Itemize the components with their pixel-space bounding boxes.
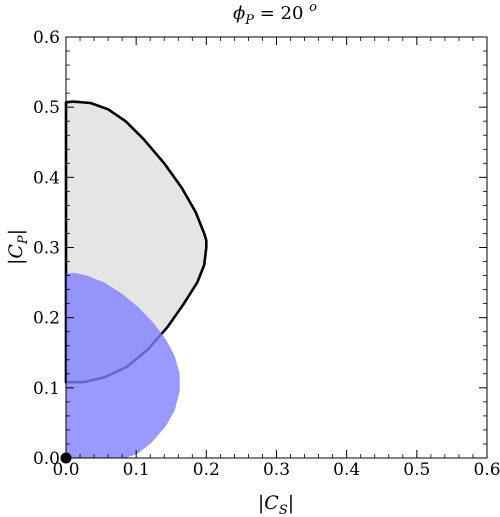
x-tick-label: 0.6 [473,460,500,480]
y-axis-sub: P [16,235,31,245]
y-axis-bar-right: | [5,229,27,235]
y-tick-label: 0.6 [33,28,60,48]
x-tick-label: 0.0 [52,460,79,480]
title-superscript: o [309,0,317,15]
x-tick-label: 0.5 [403,460,430,480]
chart-title: ϕP = 20 o [233,0,317,28]
data-regions [64,100,208,458]
y-tick-label: 0.4 [33,168,60,188]
y-axis-name: C [5,244,27,259]
x-axis-sub: S [279,503,288,517]
x-axis-bar-right: | [288,492,294,514]
y-tick-label: 0.1 [33,379,60,399]
y-tick-label: 0.0 [33,449,60,469]
title-symbol: ϕ [233,3,245,24]
x-axis-name: C [264,492,279,514]
y-tick-label: 0.2 [33,309,60,329]
x-tick-label: 0.2 [193,460,220,480]
region-2 [66,272,180,458]
title-subscript: P [244,13,254,28]
y-tick-label: 0.5 [33,98,60,118]
axis-ticks: 0.0 0.1 0.2 0.3 0.4 0.5 0.6 0.0 0.1 0.2 0.3 0.4 0.5 0… [33,28,500,480]
x-axis-label: |CS| [258,492,294,517]
x-tick-label: 0.1 [123,460,150,480]
x-tick-label: 0.3 [263,460,290,480]
title-equals: = 20 [254,3,309,24]
x-axis-bar-left: | [258,492,264,514]
y-axis-bar-left: | [5,259,27,265]
x-tick-label: 0.4 [333,460,360,480]
y-tick-label: 0.3 [33,239,60,259]
y-axis-label: |CP| [5,229,31,265]
